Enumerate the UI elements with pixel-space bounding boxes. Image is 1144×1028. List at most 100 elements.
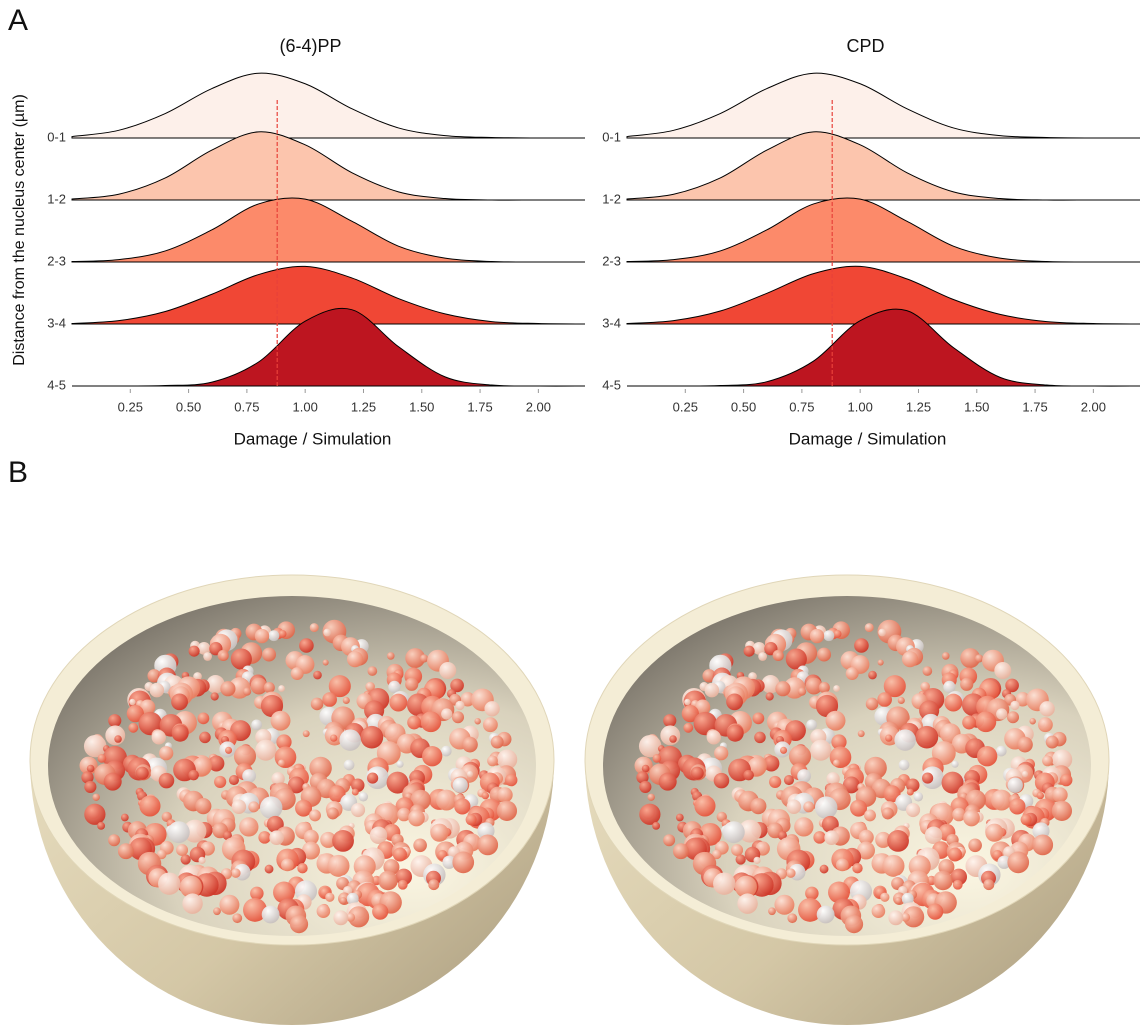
bead [159,746,173,760]
bead [195,798,211,814]
bead [359,792,368,801]
bead [817,648,831,662]
figure: A B (6-4)PPDamage / SimulationDistance f… [0,0,1144,1028]
bead [1037,792,1044,799]
bead [663,714,676,727]
bead [121,814,129,822]
bead [1017,737,1033,753]
bead [330,734,337,741]
bead [268,630,279,641]
bead [769,776,781,788]
bead [491,736,504,749]
bead [713,872,735,894]
bead [953,880,963,890]
x-tick-label: 0.25 [118,399,143,414]
bead [866,698,879,711]
bead [817,906,835,924]
bead [351,803,365,817]
bead [98,754,107,763]
bead [845,915,863,933]
bead [933,871,953,891]
bead [482,792,489,799]
bead [313,671,322,680]
x-tick-label: 1.25 [351,399,376,414]
x-tick-label: 1.75 [1022,399,1047,414]
bead [368,666,378,676]
bead [271,711,291,731]
bead [213,907,221,915]
bead [453,778,468,793]
bead [264,682,275,693]
bead [810,629,824,643]
bead [505,774,517,786]
chart-title: CPD [846,36,884,56]
bead [975,654,983,662]
bead [340,897,347,904]
bead [260,796,282,818]
bead [290,915,308,933]
bead [691,767,704,780]
bead [248,801,259,812]
bead [694,795,715,816]
bead [880,893,889,902]
bead [454,798,470,814]
bead [899,760,910,771]
bead [497,787,512,802]
x-tick-label: 0.50 [731,399,756,414]
bead [906,803,920,817]
bead [387,652,395,660]
bead [150,683,165,698]
nucleus-renders [30,575,1109,1025]
bead [255,629,269,643]
bead [1052,787,1067,802]
bead [182,893,202,913]
bead [1029,718,1035,724]
bead [833,759,840,766]
bead [727,725,744,742]
bead [833,685,840,692]
bead [474,718,480,724]
x-tick-label: 1.00 [293,399,318,414]
x-tick-label: 2.00 [526,399,551,414]
bead [743,770,754,781]
bead [794,817,813,836]
bead [455,701,464,710]
category-label: 3-4 [47,315,66,330]
ridge [627,132,1140,200]
bead [352,789,359,796]
bead [858,730,865,737]
bead [944,694,962,712]
bead [744,646,755,657]
bead [92,794,99,801]
bead [441,746,452,757]
bead [441,708,452,719]
bead [639,804,660,825]
bead [960,678,973,691]
bead [172,725,189,742]
bead [439,662,456,679]
bead [786,868,795,877]
bead [462,737,478,753]
bead [819,682,830,693]
category-label: 0-1 [602,129,621,144]
bead [1022,771,1028,777]
bead [714,746,728,760]
bead [452,851,474,873]
bead [985,824,1003,842]
bead [420,654,428,662]
bead [279,630,287,638]
bead [168,821,190,843]
bead [1032,834,1053,855]
bead [452,711,464,723]
bead [422,746,442,766]
bead [232,799,247,814]
bead [996,708,1007,719]
bead [239,817,258,836]
panel-label: A [8,4,28,37]
bead [108,834,120,846]
bead [152,730,166,744]
bead [907,789,914,796]
bead [159,773,175,789]
bead [968,838,982,852]
bead [105,725,125,745]
